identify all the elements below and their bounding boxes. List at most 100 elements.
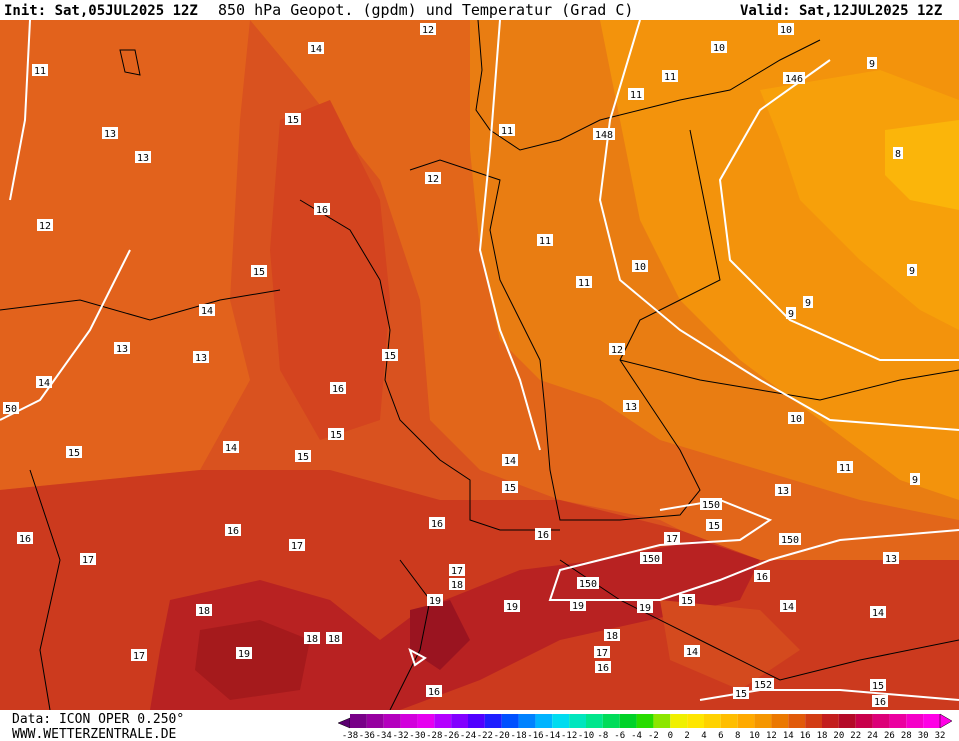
colorbar-swatch [889,714,907,728]
contour-label: 9 [788,309,794,320]
colorbar-label: 20 [833,731,844,741]
label-box [570,599,586,611]
colorbar-swatch [822,714,839,728]
contour-label: 10 [780,25,792,36]
colorbar-label: 14 [783,731,794,741]
colorbar-label: 22 [850,731,861,741]
colorbar-label: 6 [718,731,723,741]
contour-label: 17 [666,534,678,545]
label-box [907,264,917,276]
colorbar-label: 10 [749,731,760,741]
colorbar-swatch [788,714,806,728]
label-box [593,128,615,140]
contour-label: 10 [790,414,802,425]
data-source: Data: ICON OPER 0.250° [12,712,184,727]
colorbar-swatch [400,714,418,728]
contour-label: 18 [328,634,340,645]
contour-label: 19 [506,602,518,613]
colorbar-swatch [805,714,822,728]
label-box [837,461,853,473]
colorbar-label: 8 [735,731,740,741]
website: WWW.WETTERZENTRALE.DE [12,727,176,741]
label-box [499,124,515,136]
contour-label: 13 [777,486,789,497]
colorbar-swatch [771,714,789,728]
label-box [504,600,520,612]
contour-label: 15 [330,430,342,441]
label-box [662,70,678,82]
colorbar-swatch [636,714,654,728]
colorbar-swatch [720,714,738,728]
contour-label: 11 [501,126,513,137]
label-box [289,539,305,551]
colorbar-label: -22 [477,731,493,741]
label-box [594,646,610,658]
contour-label: 9 [805,298,811,309]
label-box [883,552,899,564]
label-box [910,473,920,485]
label-box [576,276,592,288]
colorbar-label: -12 [561,731,577,741]
contour-label: 10 [634,262,646,273]
label-box [754,570,770,582]
colorbar-swatch [855,714,873,728]
label-box [193,351,209,363]
contour-label: 17 [596,648,608,659]
colorbar-swatch [838,714,856,728]
contour-label: 16 [874,697,886,708]
colorbar-swatch [535,714,553,728]
colorbar-swatch [704,714,721,728]
label-box [733,687,749,699]
colorbar-label: 30 [918,731,929,741]
label-box [577,577,599,589]
label-box [420,23,436,35]
contour-label: 14 [782,602,794,613]
colorbar-label: 2 [684,731,689,741]
contour-label: 19 [238,649,250,660]
contour-label: 15 [708,521,720,532]
contour-label: 13 [885,554,897,565]
label-box [535,528,551,540]
colorbar-swatch [602,714,620,728]
label-box [3,402,19,414]
contour-label: 14 [201,306,213,317]
label-box [783,72,805,84]
valid-time: Valid: Sat,12JUL2025 12Z [740,3,942,19]
contour-label: 13 [137,153,149,164]
contour-label: 11 [839,463,851,474]
colorbar-label: -10 [578,731,594,741]
label-box [326,632,342,644]
label-box [711,41,727,53]
contour-label: 146 [785,74,803,85]
label-box [37,219,53,231]
colorbar-swatch [923,714,940,728]
label-box [640,552,662,564]
colorbar: -38 -36 -34 -32 -30 -28 -26 -24 -22 -20 -18 -16 -14-… [337,713,953,741]
label-box [870,679,886,691]
label-box [285,113,301,125]
label-box [251,265,267,277]
label-box [604,629,620,641]
label-box [780,600,796,612]
contour-label: 15 [287,115,299,126]
contour-label: 9 [909,266,915,277]
label-box [752,678,774,690]
label-box [36,376,52,388]
colorbar-swatch [366,714,384,728]
colorbar-label: -16 [527,731,543,741]
label-box [102,127,118,139]
colorbar-label: 18 [817,731,828,741]
contour-label: 16 [597,663,609,674]
contour-label: 148 [595,130,613,141]
label-box [872,695,888,707]
label-box [609,343,625,355]
label-box [196,604,212,616]
label-box [131,649,147,661]
colorbar-swatch [670,714,688,728]
contour-label: 16 [537,530,549,541]
label-box [295,450,311,462]
colorbar-label: -4 [631,731,642,741]
contour-label: 14 [872,608,884,619]
colorbar-swatch [619,714,637,728]
colorbar-label: -38 [342,731,358,741]
